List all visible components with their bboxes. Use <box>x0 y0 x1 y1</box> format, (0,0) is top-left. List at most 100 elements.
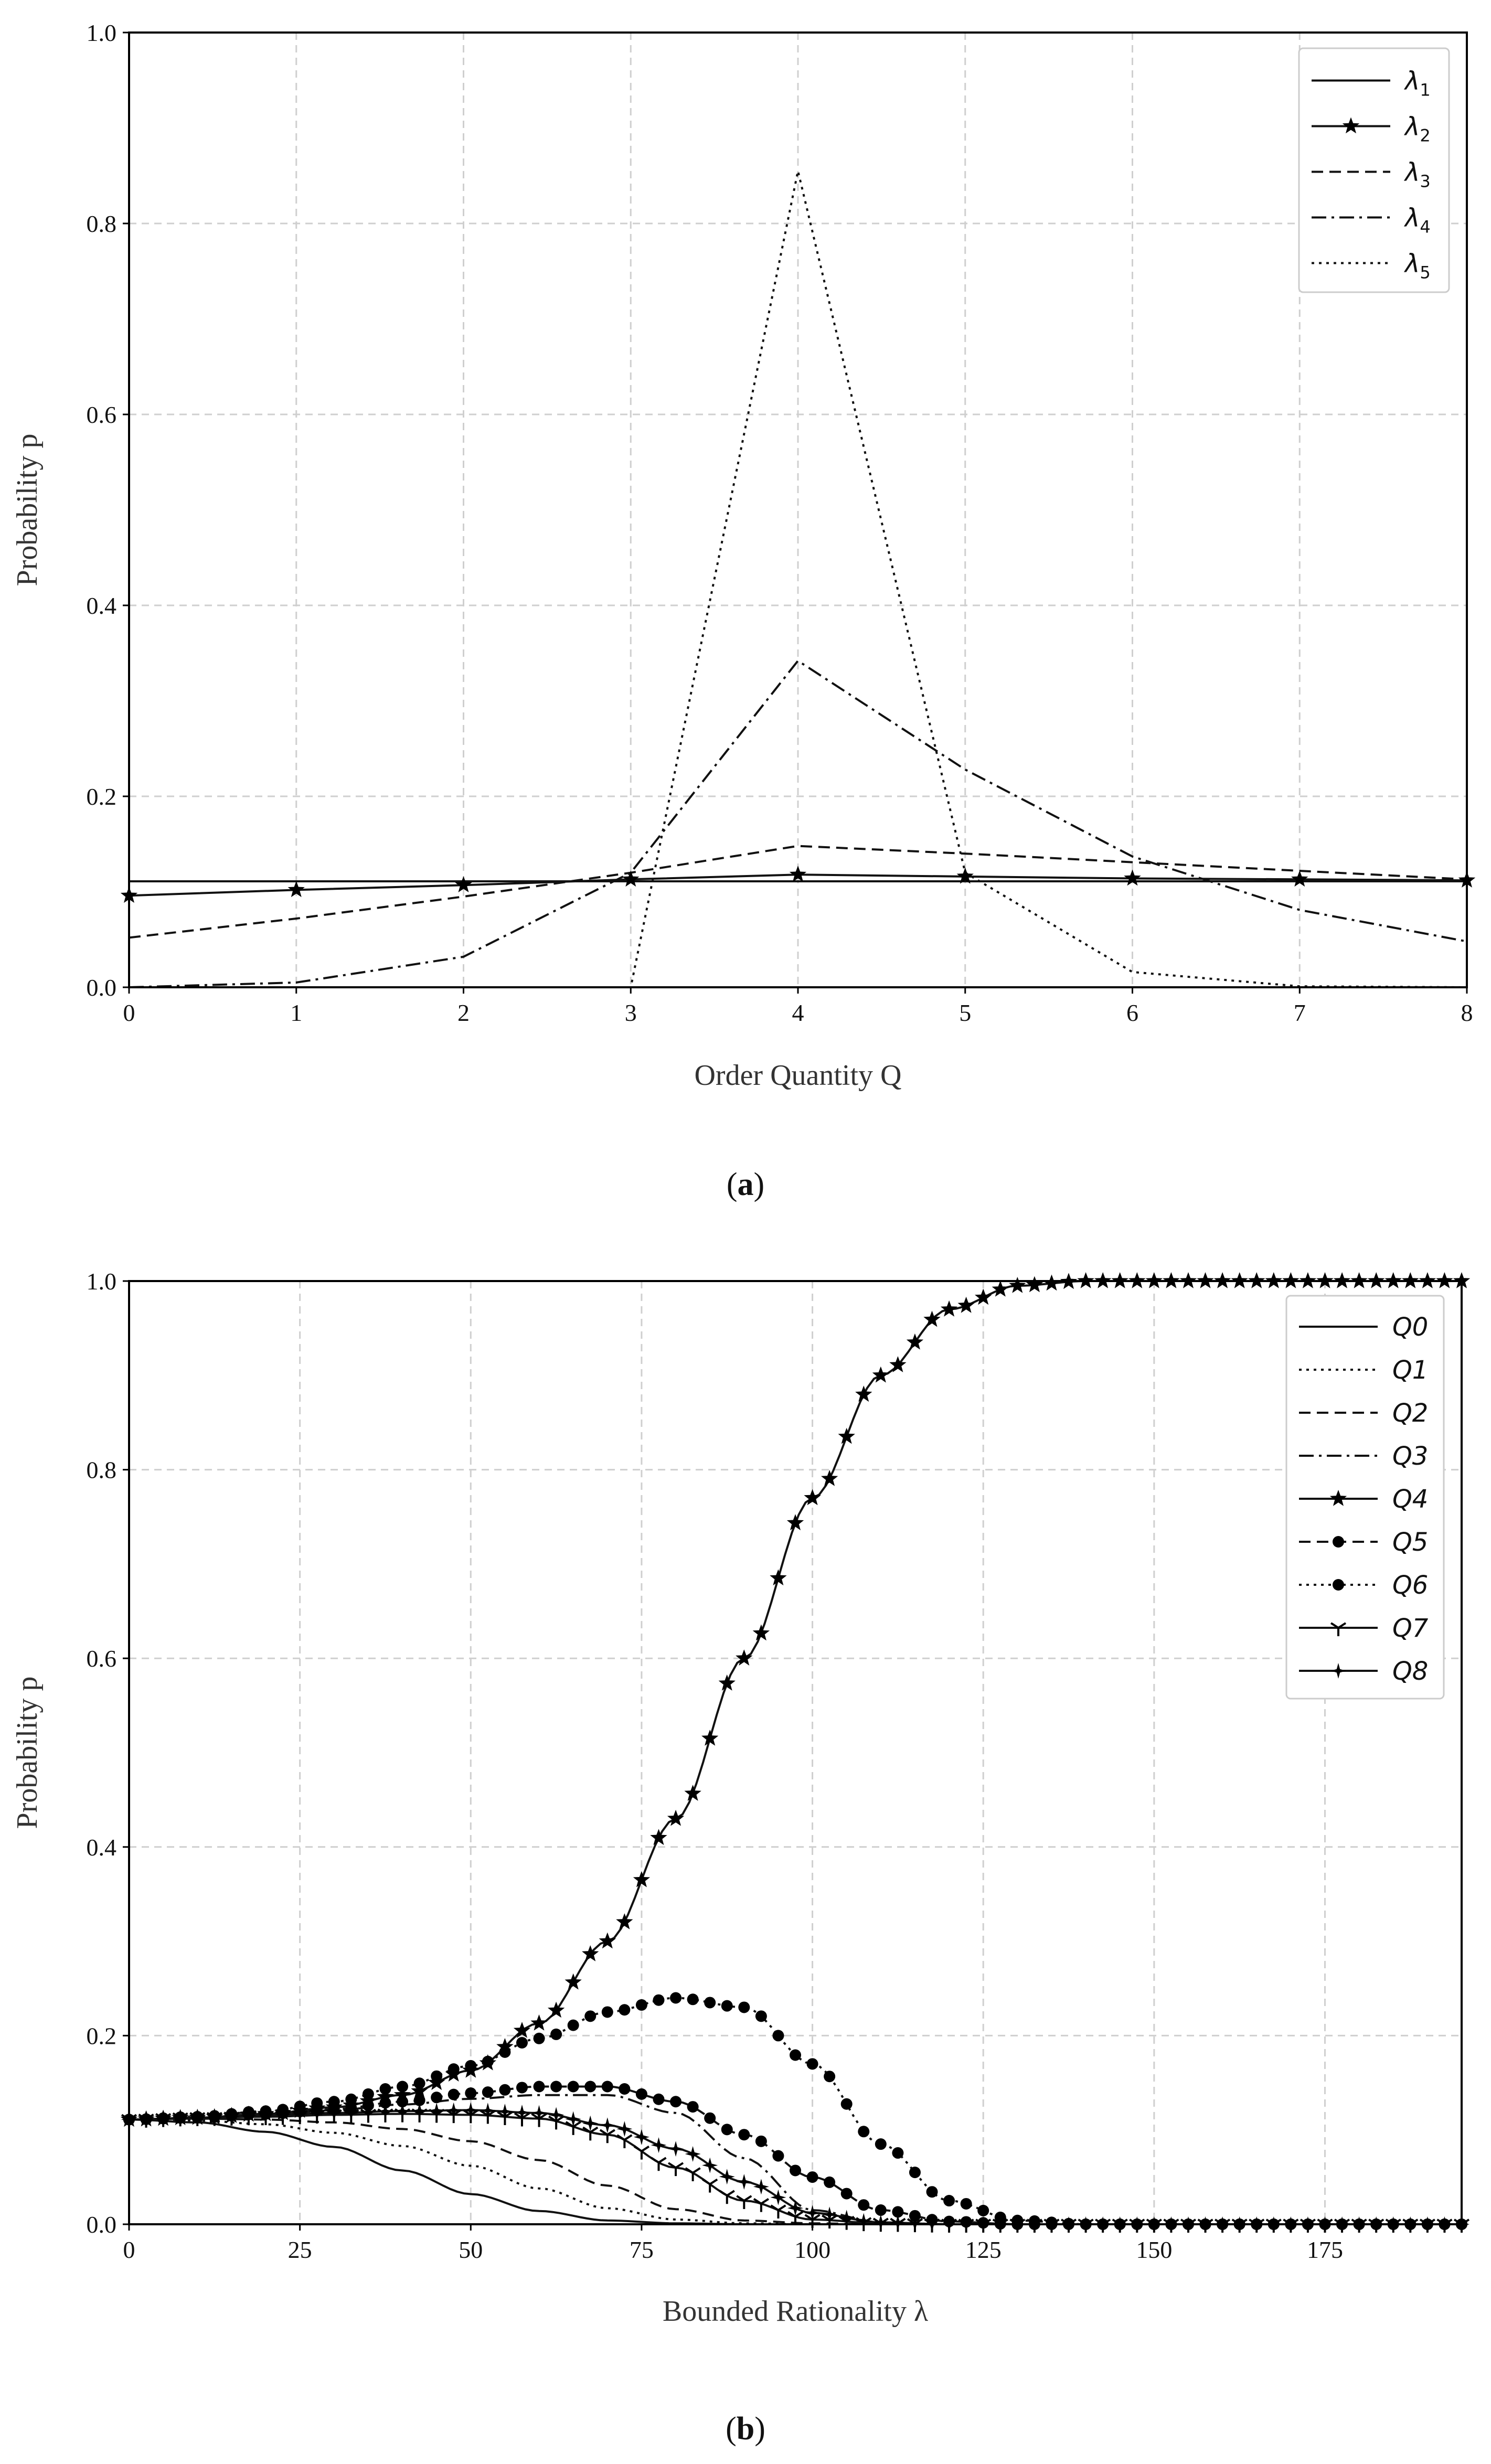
legend-label-lambda3: λ3 <box>1403 158 1431 191</box>
q6-dot-marker <box>670 1992 682 2004</box>
q5-dot-marker <box>892 2206 904 2218</box>
q8-star4-marker <box>497 2104 513 2120</box>
q4-star-marker <box>718 1674 736 1691</box>
legend-name-lambda1: λ <box>1403 67 1420 96</box>
legend-q4-star-marker <box>1329 1490 1347 1506</box>
series-line-q1 <box>129 2118 1428 2225</box>
legend-label-q4: Q4 <box>1392 1485 1428 1514</box>
q6-dot-marker <box>772 2030 784 2042</box>
q6-dot-marker <box>892 2147 904 2159</box>
x-tick-label: 125 <box>965 2236 1002 2263</box>
lambda2-star-marker <box>455 876 472 892</box>
q5-dot-marker <box>413 2094 425 2106</box>
q4-star-marker <box>992 1281 1009 1297</box>
q7-tri-marker <box>582 2126 599 2141</box>
chart-b: 0 25 50 75 100 125 150 175 0.0 0.2 0.4 0.6 0.8 1.0 Pr… <box>11 1268 1471 2328</box>
q4-star-marker <box>1009 1277 1026 1293</box>
lambda2-star-marker <box>1291 870 1308 887</box>
q4-star-marker <box>496 2038 514 2054</box>
q6-dot-marker <box>465 2060 477 2072</box>
series-line-lambda3 <box>129 845 1467 939</box>
q5-dot-marker <box>397 2096 409 2108</box>
legend-name-lambda3: λ <box>1403 158 1420 187</box>
q8-star4-marker <box>343 2105 359 2121</box>
q8-star4-marker <box>326 2105 342 2121</box>
y-tick-label: 1.0 <box>87 1268 117 1295</box>
q8-star4-marker <box>736 2174 752 2190</box>
grid-a <box>129 33 1467 987</box>
q5-dot-marker <box>567 2081 579 2093</box>
q8-star4-marker <box>599 2117 615 2134</box>
chart-a: 0 1 2 3 4 5 6 7 8 0.0 0.2 0.4 0.6 0.8 1.0 Probability … <box>11 19 1476 1092</box>
legend-box <box>1298 47 1450 293</box>
q6-dot-marker <box>824 2071 836 2083</box>
legend-sub-lambda3: 3 <box>1420 172 1430 191</box>
plot-frame-b <box>128 1280 1463 2225</box>
q4-star-marker <box>684 1785 701 1801</box>
q6-dot-marker <box>482 2055 494 2067</box>
x-tick-label: 7 <box>1294 999 1306 1026</box>
q8-star4-marker <box>548 2107 565 2123</box>
q6-dot-marker <box>909 2167 921 2179</box>
legend-name-q1: Q1 <box>1392 1356 1428 1385</box>
q6-dot-marker <box>567 2019 579 2031</box>
legend-b: Q0 Q1 Q2 Q3 Q4 Q5 Q6 Q7 Q8 <box>1285 1295 1445 1700</box>
q4-star-marker <box>1026 1276 1043 1293</box>
q5-dot-marker <box>516 2082 528 2094</box>
q6-dot-marker <box>790 2049 801 2061</box>
q4-star-marker <box>701 1730 719 1746</box>
q7-tri-marker <box>651 2157 667 2171</box>
lambda2-star-marker <box>287 881 305 898</box>
legend-name-q7: Q7 <box>1392 1614 1429 1643</box>
q5-dot-marker <box>858 2199 870 2211</box>
q8-star4-marker <box>360 2104 376 2120</box>
legend-name-q5: Q5 <box>1392 1528 1428 1557</box>
q6-dot-marker <box>345 2093 357 2105</box>
legend-label-q0: Q0 <box>1392 1313 1428 1342</box>
q8-star4-marker <box>463 2102 479 2118</box>
q8-star4-marker <box>189 2109 206 2126</box>
y-tick-label: 1.0 <box>87 19 117 46</box>
series-line-lambda4 <box>129 659 1467 988</box>
q8-star4-marker <box>804 2205 821 2221</box>
q6-dot-marker <box>601 2006 613 2018</box>
q5-dot-marker <box>790 2164 801 2177</box>
lambda2-star-marker <box>1124 869 1141 886</box>
q8-star4-marker <box>616 2121 633 2137</box>
q8-star4-marker <box>258 2107 274 2123</box>
legend-sub-lambda2: 2 <box>1420 126 1430 146</box>
q5-dot-marker <box>772 2150 784 2162</box>
q8-star4-marker <box>275 2106 291 2122</box>
q6-dot-marker <box>362 2088 374 2100</box>
q7-tri-marker <box>770 2204 786 2219</box>
q8-star4-marker <box>770 2189 786 2205</box>
x-tick-label: 25 <box>288 2236 312 2263</box>
q5-dot-marker <box>465 2087 477 2099</box>
q4-star-marker <box>975 1288 992 1305</box>
q4-star-marker <box>889 1356 907 1372</box>
legend-q6-dot-marker <box>1333 1579 1344 1591</box>
q4-star-marker <box>616 1913 633 1929</box>
x-tick-label: 50 <box>459 2236 483 2263</box>
legend-sub-lambda5: 5 <box>1420 263 1430 283</box>
legend-label-lambda1: λ1 <box>1403 67 1431 100</box>
q7-tri-marker <box>565 2121 581 2135</box>
q4-star-marker <box>513 2022 531 2038</box>
y-axis-label-a: Probability p <box>11 434 44 586</box>
y-axis-label-b: Probability p <box>11 1677 44 1829</box>
q5-dot-marker <box>653 2093 665 2105</box>
q6-dot-marker <box>840 2098 853 2110</box>
q4-star-marker <box>786 1514 804 1531</box>
q5-dot-marker <box>670 2096 682 2108</box>
q4-star-marker <box>923 1310 941 1327</box>
x-tick-label: 175 <box>1307 2236 1343 2263</box>
q8-star4-marker <box>480 2103 496 2119</box>
x-tick-label: 6 <box>1126 999 1138 1026</box>
q6-dot-marker <box>619 2004 631 2016</box>
q8-star4-marker <box>685 2146 701 2162</box>
q7-tri-marker <box>685 2167 701 2181</box>
q6-dot-marker <box>311 2097 323 2109</box>
q6-dot-marker <box>516 2036 528 2049</box>
q7-tri-marker <box>702 2178 718 2193</box>
